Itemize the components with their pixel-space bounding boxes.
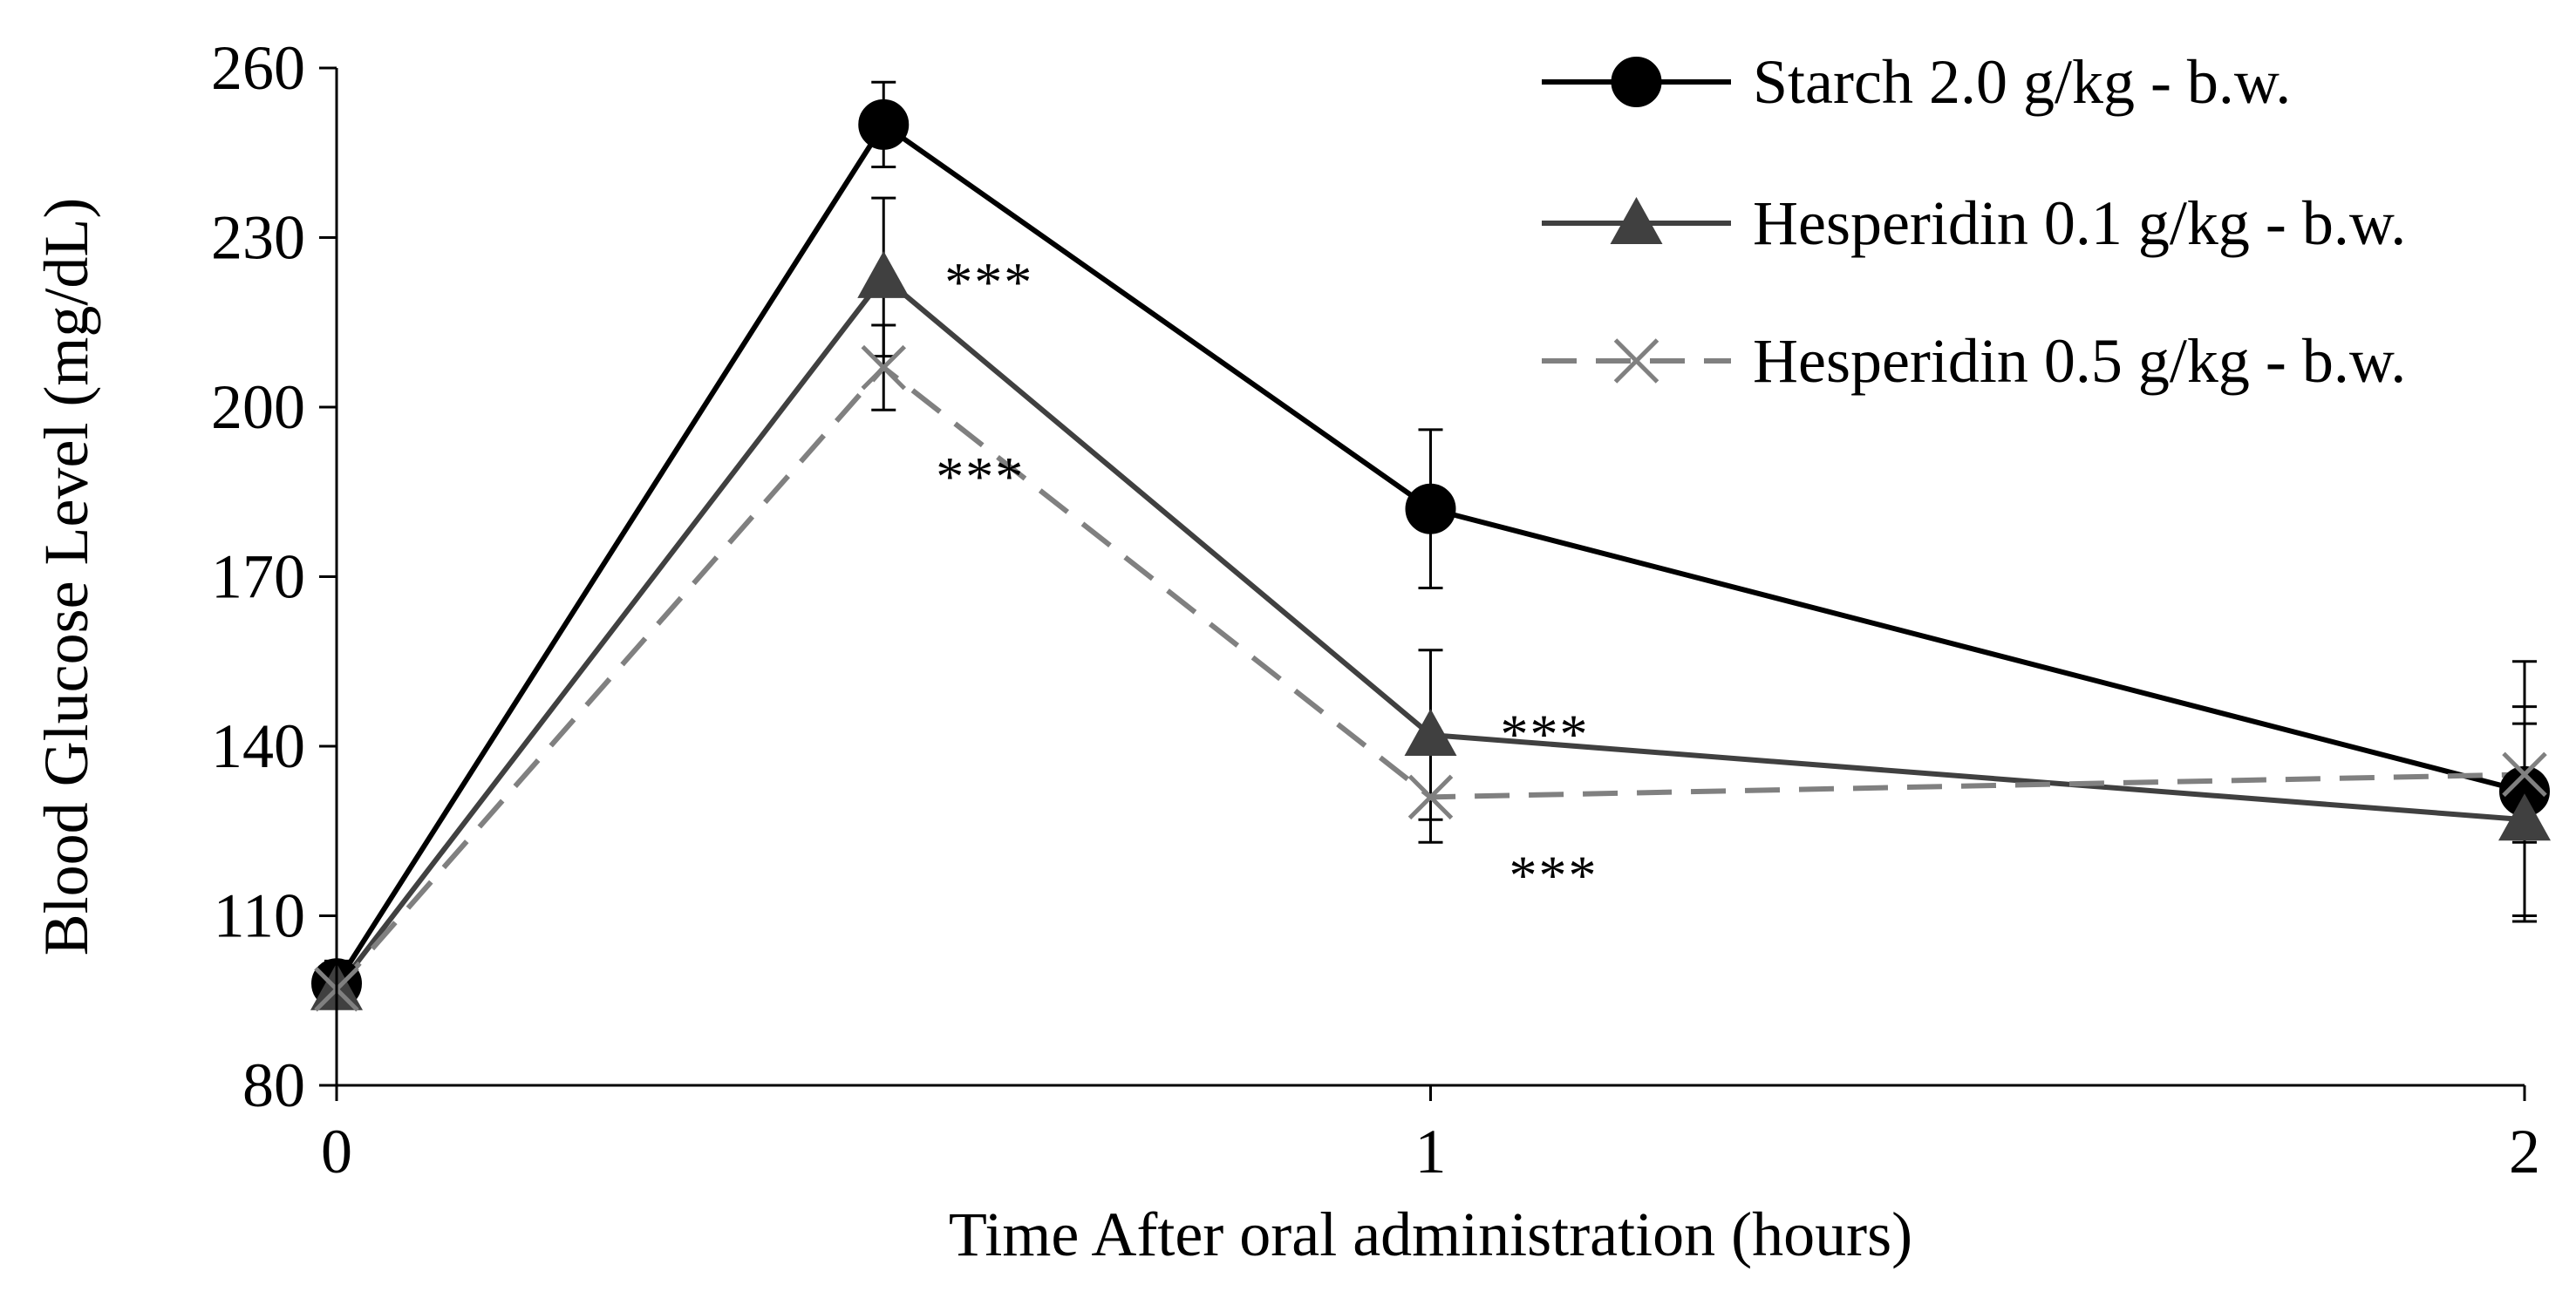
series-line bbox=[334, 274, 2525, 991]
significance-annotation: *** bbox=[936, 445, 1025, 507]
y-tick-label: 170 bbox=[211, 542, 305, 612]
data-point bbox=[858, 99, 910, 150]
legend-marker bbox=[1611, 57, 1662, 107]
data-point bbox=[2498, 793, 2551, 841]
y-axis-title: Blood Glucose Level (mg/dL) bbox=[31, 198, 101, 956]
y-tick-label: 140 bbox=[211, 711, 305, 781]
legend-marker bbox=[1613, 338, 1659, 384]
significance-annotation: *** bbox=[1509, 845, 1598, 907]
legend-label: Hesperidin 0.5 g/kg - b.w. bbox=[1753, 326, 2406, 396]
x-tick-label: 0 bbox=[321, 1117, 352, 1186]
data-point bbox=[1405, 483, 1456, 534]
legend: Starch 2.0 g/kg - b.w. Hesperidin 0.1 g/k… bbox=[1542, 47, 2406, 396]
series-lines bbox=[334, 121, 2525, 991]
data-point bbox=[857, 250, 910, 298]
annotations: *** *** *** *** bbox=[936, 251, 1598, 907]
data-point bbox=[2502, 751, 2547, 798]
y-tick-label: 260 bbox=[211, 33, 305, 103]
legend-marker bbox=[1610, 197, 1663, 244]
data-point bbox=[861, 344, 907, 391]
x-tick-label: 2 bbox=[2509, 1117, 2540, 1186]
data-point bbox=[1407, 774, 1454, 820]
x-tick-label: 1 bbox=[1415, 1117, 1447, 1186]
axes: 80 110 140 170 200 230 260 0 1 2 Time After oral a… bbox=[31, 33, 2540, 1269]
significance-annotation: *** bbox=[944, 251, 1033, 313]
y-tick-label: 200 bbox=[211, 372, 305, 442]
legend-label: Hesperidin 0.1 g/kg - b.w. bbox=[1753, 188, 2406, 258]
series-line bbox=[334, 364, 2525, 991]
y-tick-label: 110 bbox=[214, 881, 305, 951]
x-axis-title: Time After oral administration (hours) bbox=[949, 1200, 1912, 1269]
data-point bbox=[1404, 709, 1457, 757]
y-tick-label: 80 bbox=[242, 1050, 305, 1120]
legend-label: Starch 2.0 g/kg - b.w. bbox=[1753, 47, 2291, 117]
significance-annotation: *** bbox=[1501, 703, 1590, 765]
y-tick-label: 230 bbox=[211, 203, 305, 273]
series-line bbox=[334, 121, 2525, 985]
